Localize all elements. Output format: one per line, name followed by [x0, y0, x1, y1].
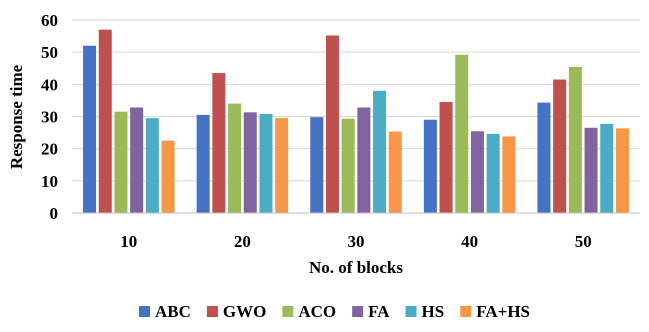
legend-swatch — [352, 306, 364, 317]
legend-label: GWO — [223, 302, 266, 321]
bar-gwo-30 — [325, 35, 339, 213]
legend-item: HS — [405, 302, 445, 321]
legend-item: ACO — [282, 302, 336, 321]
x-tick-label: 20 — [234, 232, 251, 251]
legend-label: ACO — [298, 302, 336, 321]
bar-hs-50 — [600, 123, 614, 213]
bar-hs-30 — [373, 90, 387, 213]
bar-hs-20 — [259, 113, 273, 213]
x-tick-label: 30 — [348, 232, 365, 251]
legend-label: FA+HS — [476, 302, 530, 321]
y-tick-label: 50 — [41, 43, 58, 62]
x-axis-ticks: 10 20 30 40 50 — [120, 232, 591, 251]
x-tick-label: 40 — [461, 232, 478, 251]
x-tick-label: 50 — [575, 232, 592, 251]
legend: ABC GWO ACO FA HS FA+HS — [139, 302, 530, 321]
legend-swatch — [405, 306, 417, 317]
bar-abc-20 — [196, 114, 210, 213]
bar-abc-10 — [83, 45, 97, 213]
y-tick-label: 40 — [41, 75, 58, 94]
bar-gwo-10 — [98, 29, 112, 214]
bar-hs-40 — [486, 133, 500, 213]
legend-swatch — [206, 306, 218, 317]
bars — [83, 29, 629, 214]
y-axis-label: Response time — [7, 64, 26, 169]
y-tick-label: 60 — [41, 11, 58, 30]
legend-swatch — [460, 306, 472, 317]
y-tick-label: 20 — [41, 140, 58, 159]
y-axis-ticks: 0 10 20 30 40 50 60 — [41, 11, 58, 223]
bar-gwo-20 — [212, 73, 226, 213]
legend-label: FA — [368, 302, 390, 321]
bar-fa-10 — [130, 107, 144, 213]
x-axis-label: No. of blocks — [309, 258, 403, 277]
bar-aco-30 — [341, 118, 355, 213]
bar-hs-10 — [145, 118, 159, 213]
legend-item: ABC — [139, 302, 191, 321]
bar-fa-hs-30 — [388, 131, 402, 213]
legend-item: FA+HS — [460, 302, 530, 321]
x-tick-label: 10 — [120, 232, 137, 251]
bar-aco-10 — [114, 111, 128, 213]
bar-aco-50 — [568, 66, 582, 213]
legend-item: GWO — [206, 302, 266, 321]
legend-swatch — [139, 306, 150, 317]
bar-fa-50 — [584, 127, 598, 213]
bar-fa-20 — [243, 112, 257, 213]
y-tick-label: 10 — [41, 172, 58, 191]
bar-gwo-50 — [553, 79, 567, 213]
bar-fa-hs-20 — [275, 118, 289, 213]
bar-fa-hs-10 — [161, 140, 175, 213]
bar-fa-hs-50 — [615, 128, 629, 213]
y-tick-label: 0 — [50, 204, 59, 223]
legend-label: HS — [422, 302, 445, 321]
y-tick-label: 30 — [41, 108, 58, 127]
legend-label: ABC — [155, 302, 191, 321]
bar-fa-30 — [357, 107, 371, 213]
bar-abc-40 — [423, 119, 437, 213]
bar-fa-40 — [470, 131, 484, 213]
bar-aco-20 — [228, 103, 242, 213]
bar-abc-50 — [537, 102, 551, 213]
legend-item: FA — [352, 302, 390, 321]
bar-abc-30 — [310, 117, 324, 213]
legend-swatch — [282, 306, 294, 317]
bar-fa-hs-40 — [502, 136, 516, 213]
bar-gwo-40 — [439, 102, 453, 213]
bar-aco-40 — [455, 54, 469, 213]
